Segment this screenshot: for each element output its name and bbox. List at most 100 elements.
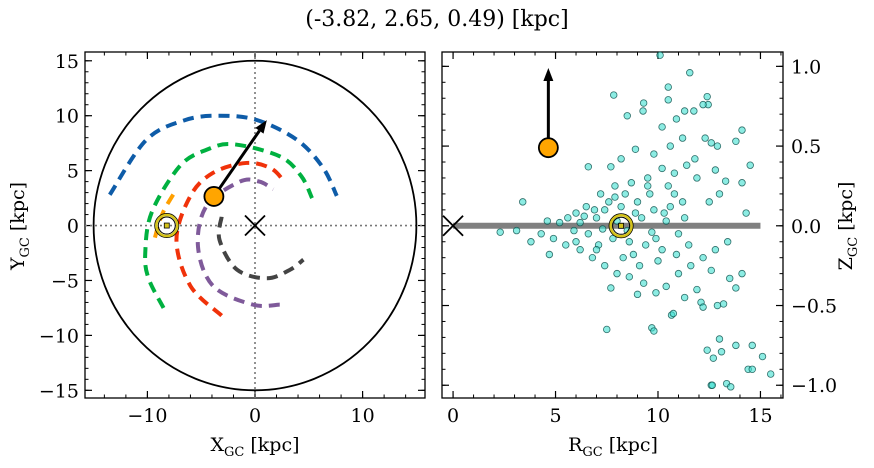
scatter-point [611, 182, 619, 190]
scatter-point [658, 246, 666, 254]
sun-marker-ring [609, 214, 633, 238]
scatter-point [660, 209, 668, 217]
scatter-point [610, 91, 618, 99]
scatter-point [726, 274, 734, 283]
scatter-point [584, 230, 593, 238]
scatter-point [519, 198, 527, 206]
scatter-point [742, 209, 750, 217]
left-ylabel: YGC [kpc] [7, 182, 33, 271]
object-position-marker [203, 186, 225, 207]
scatter-point [685, 241, 693, 249]
scatter-point [717, 348, 726, 356]
scatter-point [572, 238, 580, 246]
scatter-point [648, 228, 656, 236]
sun-marker-center [618, 222, 625, 229]
sun-marker-outer-ring [154, 213, 180, 239]
scatter-point [543, 217, 552, 225]
scatter-point [650, 206, 658, 214]
scatter-point [708, 381, 716, 389]
scatter-point [631, 145, 640, 153]
scatter-point [680, 214, 689, 222]
sun-marker-inner-ring [157, 216, 176, 235]
scatter-point [701, 134, 709, 142]
scatter-point [625, 273, 634, 281]
scatter-point [727, 383, 735, 391]
scatter-point [576, 218, 584, 227]
scatter-point [674, 230, 683, 238]
scatter-point [611, 193, 619, 201]
y-tick-label: 5 [67, 161, 79, 183]
sun-marker-ring [155, 213, 179, 238]
galaxy-boundary-circle [92, 59, 418, 392]
galactic-center-x-marker [244, 214, 266, 237]
scatter-point [738, 126, 746, 134]
scatter-point [678, 134, 687, 142]
scatter-point [703, 346, 711, 354]
scatter-point [723, 238, 732, 246]
scatter-point [672, 115, 681, 123]
sun-marker-inner-ring [612, 216, 631, 235]
scatter-point [603, 325, 611, 334]
scatter-point [496, 228, 504, 236]
scatter-point [613, 269, 621, 278]
scatter-point [644, 174, 652, 182]
axes-frame [441, 51, 784, 399]
scatter-point [656, 51, 664, 59]
scatter-point [703, 92, 711, 101]
y-tick-label: −1.0 [791, 375, 837, 397]
scatter-point [584, 163, 593, 171]
figure-title: (-3.82, 2.65, 0.49) [kpc] [305, 7, 568, 32]
scatter-point [664, 83, 672, 91]
orbit-arc-4 [195, 177, 280, 309]
scatter-point [674, 269, 683, 278]
velocity-arrow-shaft [212, 129, 261, 198]
scatter-point [596, 190, 605, 198]
scatter-point [598, 225, 607, 233]
scatter-point [748, 365, 756, 373]
galactic-center-x-marker [442, 215, 464, 237]
scatter-point [699, 253, 707, 262]
scatter-point [707, 266, 715, 275]
scatter-point [627, 179, 636, 187]
scatter-point [580, 212, 588, 220]
y-tick-label: 10 [55, 106, 79, 128]
left-panel: XGC [kpc] YGC [kpc] −10 0 10 15 10 5 0 −5 −10 −15 [7, 51, 426, 460]
scatter-point [639, 99, 648, 107]
right-xlabel: RGC [kpc] [568, 434, 658, 460]
scatter-point [621, 190, 629, 198]
scatter-point [625, 238, 634, 246]
left-xlabel: XGC [kpc] [210, 434, 299, 460]
scatter-point [691, 155, 699, 163]
scatter-point [601, 206, 609, 214]
scatter-point [652, 234, 660, 243]
y-tick-label: −0.5 [791, 296, 837, 318]
object-position-marker [537, 137, 559, 159]
x-tick-label: 5 [549, 405, 561, 427]
scatter-point [527, 238, 535, 246]
scatter-point [549, 234, 558, 243]
y-tick-label: 15 [55, 51, 79, 73]
orbit-arc-5 [216, 216, 305, 281]
scatter-point [719, 300, 728, 308]
scatter-point [633, 198, 642, 206]
scatter-point [512, 226, 521, 235]
scatter-point [588, 253, 597, 262]
scatter-point [711, 246, 720, 254]
scatter-point [592, 246, 601, 254]
scatter-point [664, 182, 672, 190]
scatter-point [670, 190, 679, 198]
scatter-point [669, 309, 678, 318]
orbit-arc-1 [143, 142, 314, 309]
scatter-point [639, 107, 647, 115]
y-tick-label: −10 [39, 325, 79, 347]
scatter-point [713, 142, 722, 150]
scatter-point [537, 230, 545, 238]
right-ylabel: ZGC [kpc] [835, 182, 861, 271]
scatter-point [619, 253, 627, 262]
scatter-point [699, 303, 707, 311]
scatter-point [693, 285, 701, 294]
scatter-point [713, 301, 722, 310]
scatter-point [570, 226, 578, 235]
scatter-point [635, 261, 644, 270]
scatter-point [732, 137, 740, 145]
